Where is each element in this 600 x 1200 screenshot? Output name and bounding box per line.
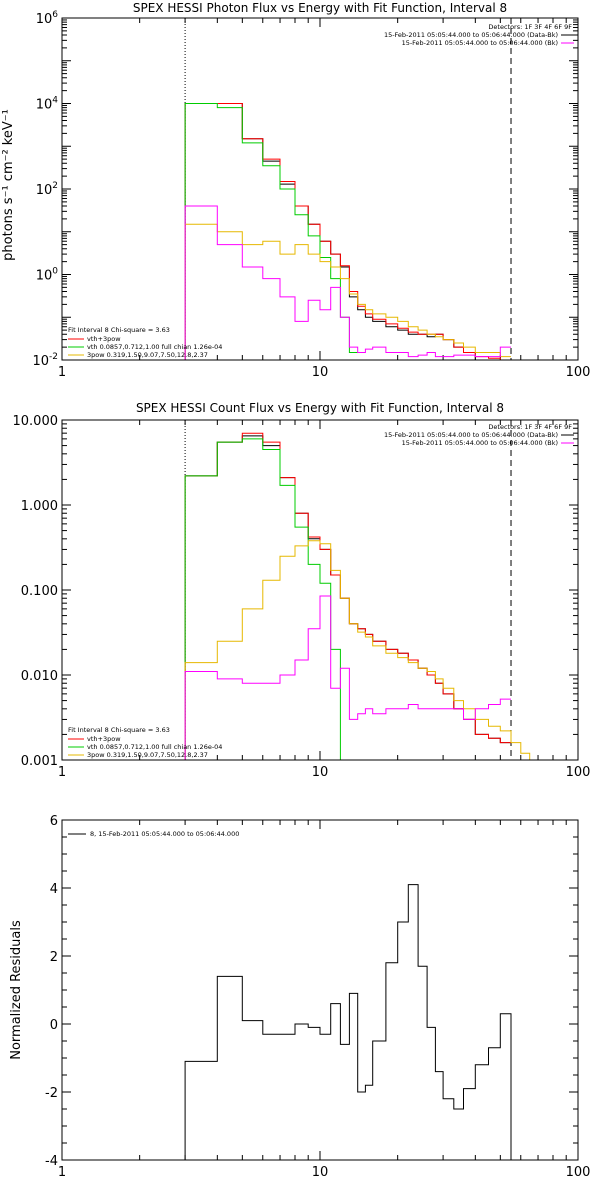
photon-flux-legend-right: Detectors: 1F 3F 4F 6F 9F 15-Feb-2011 05… <box>384 23 574 47</box>
residuals-y-tick-label: 4 <box>50 882 58 897</box>
photon-flux-legend-3pow: 3pow 0.319,1.50,9.07,7.50,12.8,2.37 <box>87 351 208 359</box>
residuals-legend: 8, 15-Feb-2011 05:05:44.000 to 05:06:44.… <box>68 830 239 838</box>
count-flux-legend-vth: vth 0.0857,0.712,1.00 full chian 1.26e-0… <box>87 743 222 751</box>
count-flux-series-1 <box>184 432 511 760</box>
photon-flux-series-1 <box>184 103 511 361</box>
photon-flux-y-tick-label: 102 <box>36 181 58 198</box>
photon-flux-y-axis-label: photons s⁻¹ cm⁻² keV⁻¹ <box>1 109 16 261</box>
count-flux-y-tick-label: 10.000 <box>13 414 59 429</box>
count-flux-legend-data-bk: 15-Feb-2011 05:05:44.000 to 05:06:44.000… <box>384 431 558 439</box>
count-flux-x-tick-label: 10 <box>312 765 329 780</box>
photon-flux-legend-data-bk: 15-Feb-2011 05:05:44.000 to 05:06:44.000… <box>384 31 558 39</box>
count-flux-fit-header: Fit Interval 8 Chi-square = 3.63 <box>68 726 170 734</box>
photon-flux-y-tick-label: 100 <box>36 267 59 284</box>
residuals-y-axis-label: Normalized Residuals <box>9 920 24 1060</box>
residuals-y-tick-label: 6 <box>50 814 58 829</box>
photon-flux-series-2 <box>184 103 358 360</box>
photon-flux-title: SPEX HESSI Photon Flux vs Energy with Fi… <box>133 1 507 15</box>
residuals-series-0 <box>184 884 512 1160</box>
count-flux-legend-left: Fit Interval 8 Chi-square = 3.63 vth+3po… <box>68 726 222 759</box>
count-flux-series-4 <box>184 595 511 760</box>
residuals-panel: Normalized Residuals 1 10 100 6 4 2 0 -2 -4 8, 1… <box>9 814 590 1180</box>
residuals-x-tick-label: 100 <box>566 1165 591 1180</box>
count-flux-detectors: Detectors: 1F 3F 4F 6F 9F <box>488 423 572 431</box>
photon-flux-x-tick-label: 10 <box>312 365 329 380</box>
photon-flux-legend-left: Fit Interval 8 Chi-square = 3.63 vth+3po… <box>68 326 222 359</box>
residuals-y-tick-label: -2 <box>45 1086 58 1101</box>
count-flux-legend-bk: 15-Feb-2011 05:05:44.000 to 05:06:44.000… <box>402 439 558 447</box>
photon-flux-plot-frame <box>61 17 579 361</box>
photon-flux-y-tick-label: 106 <box>36 10 59 27</box>
count-flux-title: SPEX HESSI Count Flux vs Energy with Fit… <box>136 401 504 415</box>
count-flux-legend-3pow: 3pow 0.319,1.50,9.07,7.50,12.8,2.37 <box>87 751 208 759</box>
count-flux-series-3 <box>184 540 538 761</box>
residuals-x-tick-label: 1 <box>58 1165 66 1180</box>
photon-flux-detectors: Detectors: 1F 3F 4F 6F 9F <box>488 23 572 31</box>
count-flux-y-tick-label: 1.000 <box>21 499 58 514</box>
photon-flux-y-tick-label: 10-2 <box>32 352 58 369</box>
photon-flux-x-tick-label: 1 <box>58 365 66 380</box>
photon-flux-legend-bk: 15-Feb-2011 05:05:44.000 to 05:06:44.000… <box>402 39 558 47</box>
residuals-y-tick-label: -4 <box>45 1154 58 1169</box>
photon-flux-x-tick-label: 100 <box>566 365 591 380</box>
photon-flux-series-4 <box>184 205 511 360</box>
residuals-y-tick-label: 2 <box>50 950 58 965</box>
residuals-x-tick-label: 10 <box>312 1165 329 1180</box>
photon-flux-legend-fit: vth+3pow <box>87 335 121 343</box>
photon-flux-series-3 <box>184 223 511 360</box>
count-flux-panel: SPEX HESSI Count Flux vs Energy with Fit… <box>13 401 591 780</box>
count-flux-y-tick-label: 0.001 <box>21 754 58 769</box>
photon-flux-y-tick-label: 104 <box>36 96 59 113</box>
count-flux-plot-frame <box>61 419 579 761</box>
count-flux-x-tick-label: 100 <box>566 765 591 780</box>
photon-flux-panel: SPEX HESSI Photon Flux vs Energy with Fi… <box>1 1 590 380</box>
residuals-y-tick-label: 0 <box>50 1018 58 1033</box>
count-flux-legend-fit: vth+3pow <box>87 735 121 743</box>
residuals-legend-label: 8, 15-Feb-2011 05:05:44.000 to 05:06:44.… <box>90 830 239 838</box>
count-flux-y-tick-label: 0.100 <box>21 584 58 599</box>
photon-flux-legend-vth: vth 0.0857,0.712,1.00 full chian 1.26e-0… <box>87 343 222 351</box>
count-flux-series-2 <box>184 438 350 761</box>
count-flux-legend-right: Detectors: 1F 3F 4F 6F 9F 15-Feb-2011 05… <box>384 423 574 447</box>
count-flux-x-tick-label: 1 <box>58 765 66 780</box>
residuals-plot-frame <box>61 819 579 1161</box>
photon-flux-fit-header: Fit Interval 8 Chi-square = 3.63 <box>68 326 170 334</box>
count-flux-y-tick-label: 0.010 <box>21 669 58 684</box>
